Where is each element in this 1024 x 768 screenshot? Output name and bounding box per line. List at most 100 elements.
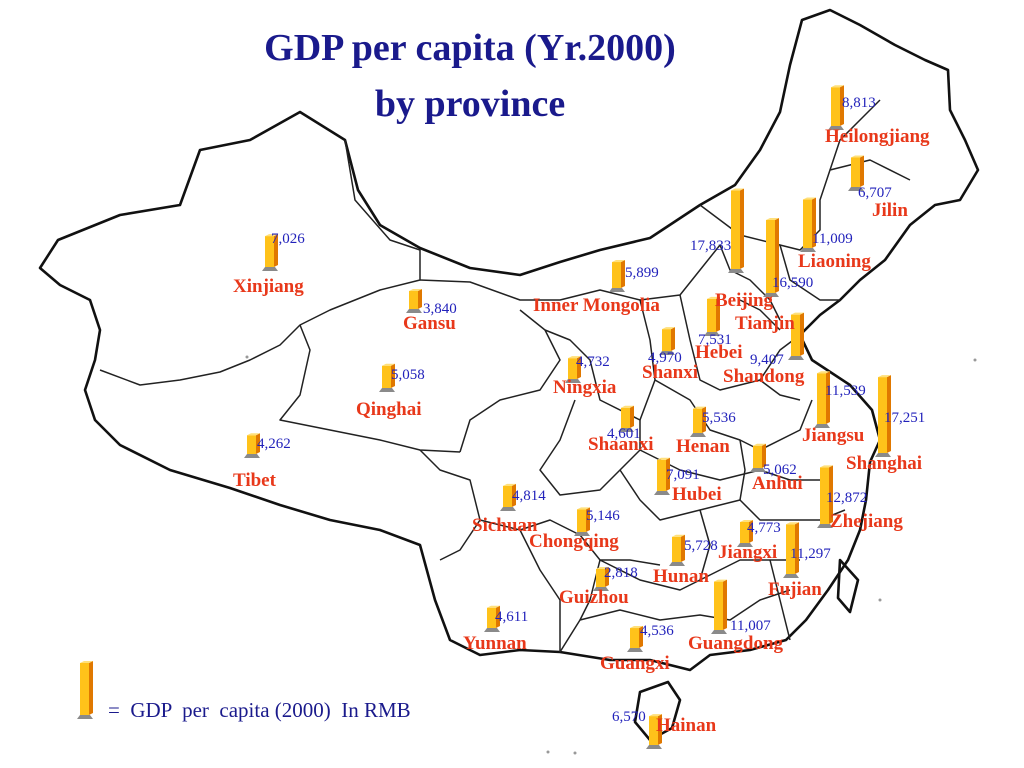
gdp-bar-shandong [788, 312, 804, 360]
value-label-sichuan: 4,814 [512, 488, 546, 504]
value-label-hunan: 5,728 [684, 538, 718, 554]
province-label-beijing: Beijing [715, 290, 774, 311]
province-label-shanghai: Shanghai [846, 453, 923, 474]
gdp-bar-front [791, 314, 800, 356]
province-label-shandong: Shandong [723, 366, 805, 387]
gdp-bar-base [750, 468, 766, 472]
province-label-hebei: Hebei [695, 342, 743, 363]
gdp-bar-top [803, 197, 816, 200]
province-label-shanxi: Shanxi [642, 362, 698, 383]
gdp-bar-base [574, 532, 590, 536]
value-label-zhejiang: 12,872 [826, 490, 868, 506]
gdp-bar-base [783, 574, 799, 578]
gdp-bar-side [256, 433, 260, 454]
gdp-bar-side [860, 155, 864, 187]
value-label-ningxia: 4,732 [576, 354, 610, 370]
gdp-bar-side [762, 443, 766, 468]
gdp-bar-legend [77, 661, 93, 719]
province-label-zhejiang: Zhejiang [830, 511, 903, 532]
gdp-bar-liaoning [800, 197, 816, 252]
value-label-chongqing: 5,146 [586, 508, 620, 524]
province-label-yunnan: Yunnan [463, 633, 527, 654]
gdp-bar-top [409, 289, 422, 291]
province-label-anhui: Anhui [752, 473, 803, 494]
gdp-bar-front [662, 329, 671, 351]
value-label-inner-mongolia: 5,899 [625, 265, 659, 281]
gdp-bar-fujian [783, 522, 799, 578]
value-label-qinghai: 5,058 [391, 367, 425, 383]
gdp-bar-front [817, 373, 826, 424]
province-label-hubei: Hubei [672, 484, 722, 505]
value-label-hubei: 7,091 [666, 467, 700, 483]
province-label-guangdong: Guangdong [688, 633, 784, 654]
value-label-shaanxi: 4,601 [607, 426, 641, 442]
legend-bar-icon [77, 661, 93, 719]
province-label-jiangxi: Jiangxi [718, 542, 778, 563]
gdp-bar-side [840, 85, 844, 126]
gdp-bar-front [409, 291, 418, 309]
gdp-bar-hainan [646, 714, 662, 749]
gdp-bar-top [487, 605, 500, 608]
gdp-bar-top [766, 218, 779, 221]
gdp-bar-front [740, 521, 749, 543]
value-label-jiangxi: 4,773 [747, 520, 781, 536]
gdp-bar-base [654, 491, 670, 495]
gdp-bar-front [630, 628, 639, 648]
gdp-bar-ningxia [565, 356, 581, 383]
gdp-bar-side [740, 188, 744, 269]
gdp-bar-top [612, 260, 625, 263]
gdp-bar-side [621, 260, 625, 288]
gdp-bar-guizhou [593, 567, 609, 591]
value-label-jiangsu: 11,539 [825, 383, 866, 399]
gdp-bar-side [274, 234, 278, 267]
gdp-bar-front [621, 407, 630, 428]
gdp-bar-side [496, 605, 500, 628]
gdp-bar-side [391, 363, 395, 388]
gdp-bar-hubei [654, 457, 670, 495]
gdp-bar-front [820, 467, 829, 524]
gdp-bar-top [80, 661, 93, 663]
gdp-bar-base [848, 187, 864, 191]
gdp-bar-base [262, 267, 278, 271]
map-marks [245, 355, 977, 755]
gdp-bar-top [714, 579, 727, 582]
gdp-bar-front [577, 509, 586, 532]
gdp-bar-base [763, 293, 779, 297]
gdp-bar-top [577, 507, 590, 510]
gdp-bar-front [878, 377, 887, 453]
gdp-bar-top [265, 234, 278, 237]
province-label-henan: Henan [676, 436, 730, 457]
value-label-shandong: 9,407 [750, 352, 784, 368]
gdp-bar-jiangxi [737, 519, 753, 547]
value-label-jilin: 6,707 [858, 185, 892, 201]
value-label-tibet: 4,262 [257, 436, 291, 452]
gdp-bar-inner-mongolia [609, 260, 625, 292]
gdp-bar-side [671, 327, 675, 351]
gdp-bar-side [812, 197, 816, 248]
value-label-guizhou: 2,818 [604, 565, 638, 581]
gdp-bar-side [800, 312, 804, 356]
gdp-bar-top [596, 567, 609, 569]
map-title-line2: by province [374, 83, 566, 125]
gdp-bar-base [800, 248, 816, 252]
gdp-bar-qinghai [379, 363, 395, 392]
value-label-hainan: 6,570 [612, 709, 646, 725]
gdp-bar-front [487, 607, 496, 628]
gdp-bar-base [244, 454, 260, 458]
gdp-bar-base [828, 126, 844, 130]
gdp-bar-side [605, 567, 609, 587]
gdp-bar-side [666, 457, 670, 491]
gdp-bar-base [627, 648, 643, 652]
gdp-bar-top [878, 375, 891, 378]
gdp-bar-zhejiang [817, 465, 833, 528]
gdp-bar-base [814, 424, 830, 428]
gdp-bar-side [829, 465, 833, 524]
gdp-bar-guangdong [711, 579, 727, 634]
gdp-bar-shanxi [659, 327, 675, 355]
province-label-ningxia: Ningxia [553, 377, 617, 398]
gdp-bar-top [851, 155, 864, 158]
value-label-heilongjiang: 8,813 [842, 95, 876, 111]
gdp-bar-base [728, 269, 744, 273]
value-label-guangdong: 11,007 [730, 618, 771, 634]
